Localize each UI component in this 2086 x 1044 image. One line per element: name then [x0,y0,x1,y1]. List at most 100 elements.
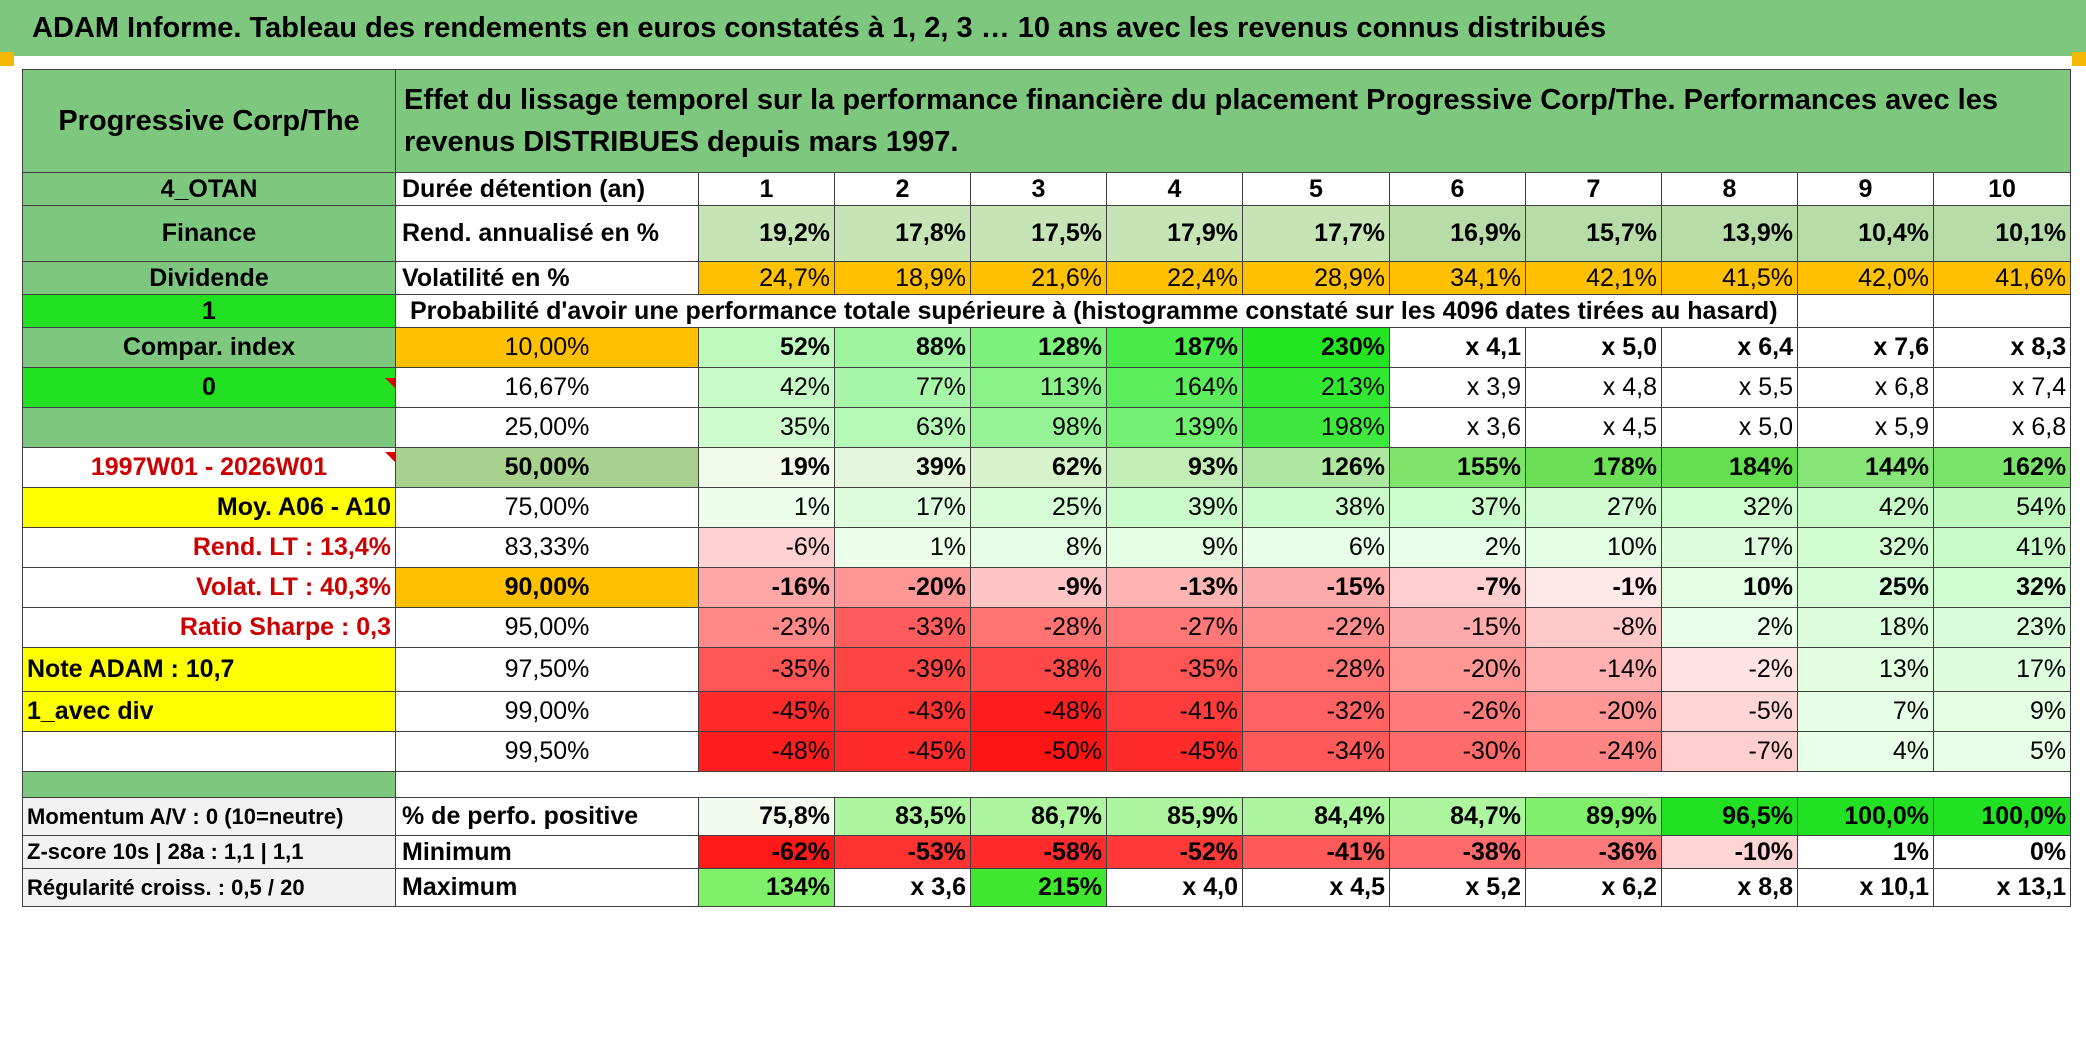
flag-cell: 1 [22,294,396,328]
positive-value: 96,5% [1661,797,1798,836]
quantile-value: 93% [1106,447,1243,488]
quantile-value: 8% [970,527,1107,568]
side-info: Moy. A06 - A10 [22,487,396,528]
quantile-value: 17% [1932,647,2072,692]
side-info: Compar. index [22,327,396,368]
corner-marker [2072,52,2086,66]
quantile-label: 16,67% [395,367,699,408]
quantile-value: x 4,5 [1525,407,1662,448]
quantile-value: 32% [1797,527,1934,568]
performance-table: Progressive Corp/The Effet du lissage tem… [22,69,2072,907]
quantile-value: x 6,4 [1661,327,1798,368]
quantile-value: 52% [698,327,835,368]
quantile-label: 83,33% [395,527,699,568]
maximum-value: x 6,2 [1525,868,1662,907]
year-header: 1 [698,172,835,206]
quantile-label: 25,00% [395,407,699,448]
return-value: 16,9% [1389,205,1526,262]
asset-code: 4_OTAN [22,172,396,206]
quantile-value: -26% [1389,691,1526,732]
quantile-value: -48% [970,691,1107,732]
quantile-row: 1_avec div 99,00% -45% -43% -48% -41% -32% -26%… [22,691,2072,732]
quantile-value: x 6,8 [1797,367,1934,408]
quantile-value: 98% [970,407,1107,448]
quantile-value: 1% [698,487,835,528]
quantile-value: 178% [1525,447,1662,488]
volatility-value: 42,1% [1525,261,1662,295]
return-value: 17,5% [970,205,1107,262]
minimum-value: -10% [1661,835,1798,869]
header-row: Progressive Corp/The Effet du lissage tem… [22,69,2072,173]
quantile-value: -5% [1661,691,1798,732]
quantile-value: x 7,4 [1932,367,2072,408]
quantile-value: x 5,0 [1661,407,1798,448]
quantile-value: 198% [1242,407,1390,448]
volatility-row: Dividende Volatilité en % 24,7% 18,9% 21,6% 2… [22,261,2072,295]
asset-sector: Finance [22,205,396,262]
volatility-value: 34,1% [1389,261,1526,295]
minimum-value: -53% [834,835,971,869]
quantile-value: -45% [1106,731,1243,772]
quantile-value: 139% [1106,407,1243,448]
quantile-value: x 5,5 [1661,367,1798,408]
quantile-value: -2% [1661,647,1798,692]
quantile-value: 187% [1106,327,1243,368]
positive-value: 100,0% [1797,797,1934,836]
quantile-value: 25% [1797,567,1934,608]
side-info: 0 [22,367,396,408]
maximum-value: x 8,8 [1661,868,1798,907]
return-row: Finance Rend. annualisé en % 19,2% 17,8% 17,… [22,205,2072,262]
minimum-value: 0% [1932,835,2072,869]
quantile-value: 113% [970,367,1107,408]
quantile-value: -20% [834,567,971,608]
corner-marker [0,52,14,66]
minimum-value: -62% [698,835,835,869]
quantile-value: x 3,9 [1389,367,1526,408]
quantile-value: 184% [1661,447,1798,488]
quantile-value: -6% [698,527,835,568]
quantile-value: 32% [1661,487,1798,528]
positive-value: 84,7% [1389,797,1526,836]
spacer-cell [394,771,2072,798]
quantile-value: -34% [1242,731,1390,772]
quantile-value: -9% [970,567,1107,608]
quantile-value: x 5,0 [1525,327,1662,368]
quantile-value: 213% [1242,367,1390,408]
quantile-value: -35% [698,647,835,692]
volatility-value: 42,0% [1797,261,1934,295]
quantile-value: -8% [1525,607,1662,648]
quantile-value: 230% [1242,327,1390,368]
quantile-row: 1997W01 - 2026W01 50,00% 19% 39% 62% 93% 126% 1… [22,447,2072,488]
quantile-value: -45% [834,731,971,772]
return-value: 17,9% [1106,205,1243,262]
quantile-value: 2% [1389,527,1526,568]
positive-value: 100,0% [1932,797,2072,836]
quantile-value: 35% [698,407,835,448]
quantile-value: 17% [834,487,971,528]
quantile-value: -32% [1242,691,1390,732]
maximum-value: x 10,1 [1797,868,1934,907]
probability-header-row: 1 Probabilité d'avoir une performance tot… [22,294,2072,328]
quantile-value: 42% [1797,487,1934,528]
quantile-value: x 4,8 [1525,367,1662,408]
quantile-value: -39% [834,647,971,692]
volatility-value: 41,5% [1661,261,1798,295]
return-value: 10,1% [1932,205,2072,262]
quantile-value: 4% [1797,731,1934,772]
side-info: Ratio Sharpe : 0,3 [22,607,396,648]
quantile-value: 38% [1242,487,1390,528]
quantile-value: 5% [1932,731,2072,772]
quantile-value: 7% [1797,691,1934,732]
quantile-value: 9% [1106,527,1243,568]
quantile-value: 9% [1932,691,2072,732]
duration-label: Durée détention (an) [395,172,699,206]
quantile-value: x 5,9 [1797,407,1934,448]
quantile-label: 10,00% [395,327,699,368]
quantile-value: 144% [1797,447,1934,488]
quantile-value: 62% [970,447,1107,488]
volatility-label: Volatilité en % [395,261,699,295]
year-header: 9 [1797,172,1934,206]
quantile-value: -28% [970,607,1107,648]
quantile-value: 37% [1389,487,1526,528]
side-info: 1_avec div [22,691,396,732]
